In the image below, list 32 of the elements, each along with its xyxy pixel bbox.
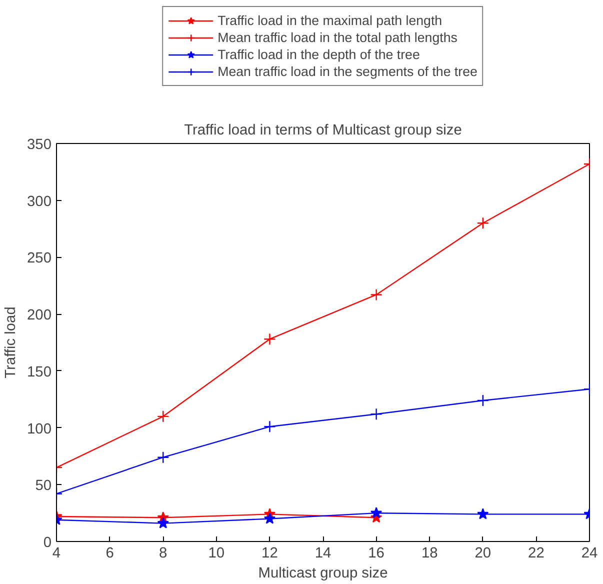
x-tick-label: 22: [528, 546, 544, 562]
y-tick-label: 300: [27, 194, 52, 210]
chart-title: Traffic load in terms of Multicast group size: [184, 122, 462, 138]
point: [370, 506, 382, 518]
x-tick-label: 4: [52, 546, 61, 562]
legend-label: Mean traffic load in the total path lengths: [218, 29, 458, 46]
point: [264, 512, 276, 524]
y-tick-label: 50: [35, 478, 52, 494]
point: [264, 420, 276, 433]
y-tick-label: 250: [27, 250, 52, 267]
y-tick-label: 150: [27, 364, 52, 380]
legend-label: Mean traffic load in the segments of the tree: [218, 63, 478, 80]
legend-label: Traffic load in the maximal path length: [218, 12, 442, 29]
point: [370, 288, 382, 301]
y-tick-label: 100: [27, 421, 52, 438]
point: [370, 408, 382, 420]
y-tick-label: 0: [43, 535, 52, 551]
x-tick-label: 18: [421, 546, 438, 562]
legend-label: Traffic load in the depth of the tree: [218, 46, 420, 63]
x-tick-label: 14: [314, 546, 332, 562]
x-tick-label: 8: [159, 546, 168, 562]
x-tick-label: 12: [262, 546, 278, 562]
y-axis-title: Traffic load: [3, 306, 20, 378]
y-tick-label: 350: [27, 137, 52, 153]
x-axis-title: Multicast group size: [258, 566, 388, 582]
y-tick-label: 200: [27, 308, 52, 324]
x-tick-label: 20: [474, 546, 492, 562]
x-tick-label: 10: [208, 546, 225, 562]
x-tick-label: 6: [106, 546, 114, 562]
point: [264, 332, 276, 346]
x-tick-label: 16: [368, 546, 384, 562]
x-tick-label: 24: [581, 546, 598, 562]
